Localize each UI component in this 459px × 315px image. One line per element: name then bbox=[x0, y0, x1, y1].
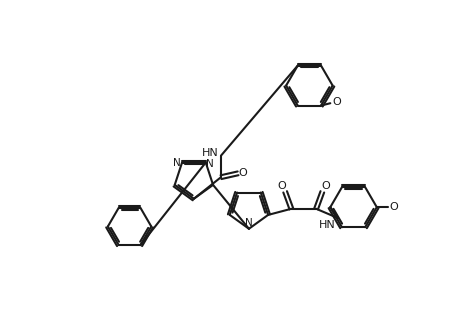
Text: HN: HN bbox=[318, 220, 335, 230]
Text: N: N bbox=[205, 159, 213, 169]
Text: O: O bbox=[389, 202, 397, 212]
Text: N: N bbox=[173, 158, 180, 168]
Text: O: O bbox=[320, 181, 329, 192]
Text: N: N bbox=[245, 218, 252, 228]
Text: HN: HN bbox=[202, 147, 218, 158]
Text: O: O bbox=[277, 181, 286, 192]
Text: O: O bbox=[331, 97, 340, 107]
Text: O: O bbox=[238, 168, 246, 178]
